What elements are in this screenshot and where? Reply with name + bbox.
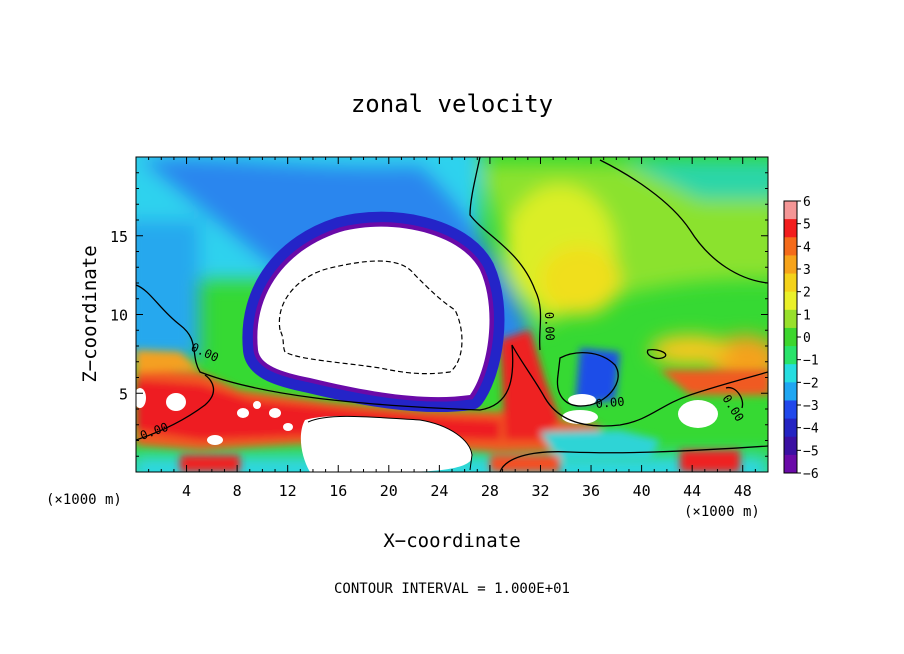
x-axis: 4 8 12 16 20 24 28 32 36 40 44 48	[148, 157, 756, 500]
y-axis: 5 10 15	[110, 172, 768, 457]
contour-lines	[136, 157, 768, 472]
colorbar-swatch	[784, 219, 797, 238]
colorbar-swatch	[784, 273, 797, 293]
colorbar-label: 4	[803, 240, 811, 255]
colorbar-label: −5	[803, 444, 819, 459]
colorbar-label: 5	[803, 218, 811, 233]
x-tick-label: 4	[182, 482, 191, 500]
colorbar: 6 5 4 3 2 1 0 −1 −2 −3 −4 −5 −6	[783, 195, 819, 482]
x-unit-right: (×1000 m)	[684, 504, 760, 520]
x-tick-label: 24	[430, 482, 448, 500]
x-tick-label: 36	[582, 482, 600, 500]
colorbar-swatch	[784, 400, 797, 420]
contour-label: 0.00	[542, 312, 557, 341]
colorbar-label: 6	[803, 195, 811, 210]
colorbar-swatch	[784, 436, 797, 456]
colorbar-swatch	[784, 201, 797, 220]
x-tick-label: 44	[683, 482, 701, 500]
x-axis-label: X−coordinate	[383, 530, 520, 552]
y-tick-label: 15	[110, 228, 128, 246]
bubble-core	[257, 226, 490, 398]
colorbar-swatch	[784, 382, 797, 401]
lower-contour	[307, 415, 473, 471]
colorbar-swatch	[784, 346, 797, 365]
x-tick-label: 48	[734, 482, 752, 500]
colorbar-label: −4	[803, 422, 819, 437]
x-tick-label: 40	[633, 482, 651, 500]
x-tick-label: 8	[233, 482, 242, 500]
chart-title: zonal velocity	[351, 90, 553, 118]
x-tick-label: 16	[329, 482, 347, 500]
zero-contour-core	[278, 260, 463, 375]
y-tick-label: 5	[119, 385, 128, 403]
colorbar-label: −1	[803, 354, 819, 369]
colorbar-swatch	[784, 418, 797, 438]
colorbar-swatch	[784, 291, 797, 311]
colorbar-label: 0	[803, 331, 811, 346]
colorbar-swatch	[784, 237, 797, 256]
y-axis-label: Z−coordinate	[79, 245, 101, 382]
x-tick-label: 12	[279, 482, 297, 500]
heatmap-field	[136, 157, 768, 472]
x-tick-label: 32	[531, 482, 549, 500]
colorbar-label: −6	[803, 467, 819, 482]
colorbar-swatch	[784, 255, 797, 275]
x-tick-label: 28	[481, 482, 499, 500]
x-tick-label: 20	[380, 482, 398, 500]
colorbar-label: 1	[803, 308, 811, 323]
contour-label: 0.00	[595, 395, 625, 411]
saturated-patches	[136, 388, 718, 472]
contour-interval-footer: CONTOUR INTERVAL = 1.000E+01	[334, 581, 570, 597]
y-tick-label: 10	[110, 307, 128, 325]
colorbar-label: −2	[803, 376, 819, 391]
colorbar-label: 2	[803, 286, 811, 301]
colorbar-swatch	[784, 364, 797, 383]
colorbar-label: 3	[803, 263, 811, 278]
colorbar-swatch	[784, 327, 797, 347]
colorbar-swatch	[784, 454, 797, 474]
x-unit-left: (×1000 m)	[46, 492, 122, 508]
colorbar-label: −3	[803, 399, 819, 414]
colorbar-swatch	[784, 309, 797, 329]
